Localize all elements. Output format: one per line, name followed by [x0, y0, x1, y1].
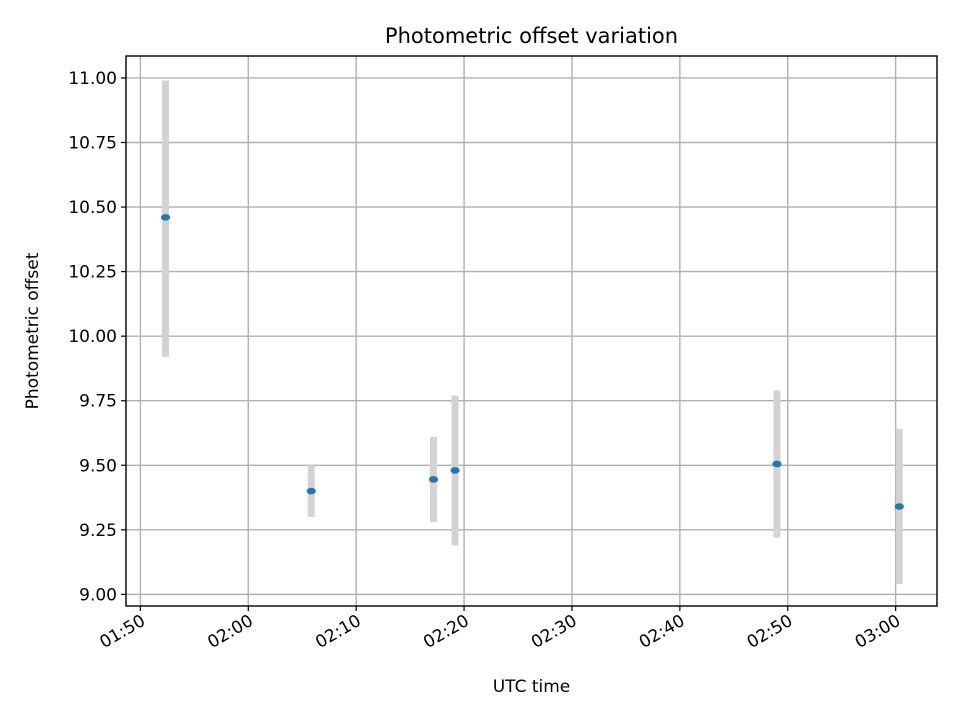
y-tick-label: 10.50	[68, 198, 117, 218]
y-tick-label: 10.25	[68, 263, 117, 283]
y-axis-title: Photometric offset	[23, 252, 43, 409]
y-tick-label: 10.75	[68, 134, 117, 154]
data-points	[160, 214, 904, 510]
data-point	[772, 460, 782, 468]
x-axis-title: UTC time	[493, 677, 571, 697]
y-tick-label: 10.00	[68, 327, 117, 347]
data-point	[160, 214, 171, 221]
ticks: 01:50 02:00 02:10 02:20 02:30 02:40 02:50 03:00…	[68, 69, 904, 653]
data-point	[428, 476, 439, 483]
grid	[126, 56, 937, 606]
y-tick-label: 11.00	[68, 69, 117, 89]
y-tick-label: 9.75	[79, 392, 117, 412]
data-point	[894, 503, 904, 510]
y-tick-label: 9.25	[79, 521, 117, 541]
y-tick-label: 9.50	[79, 456, 117, 476]
plot-frame	[125, 55, 938, 607]
chart-title: Photometric offset variation	[385, 24, 678, 48]
data-point	[306, 487, 316, 495]
y-tick-label: 9.00	[79, 585, 117, 605]
data-point	[450, 467, 460, 474]
